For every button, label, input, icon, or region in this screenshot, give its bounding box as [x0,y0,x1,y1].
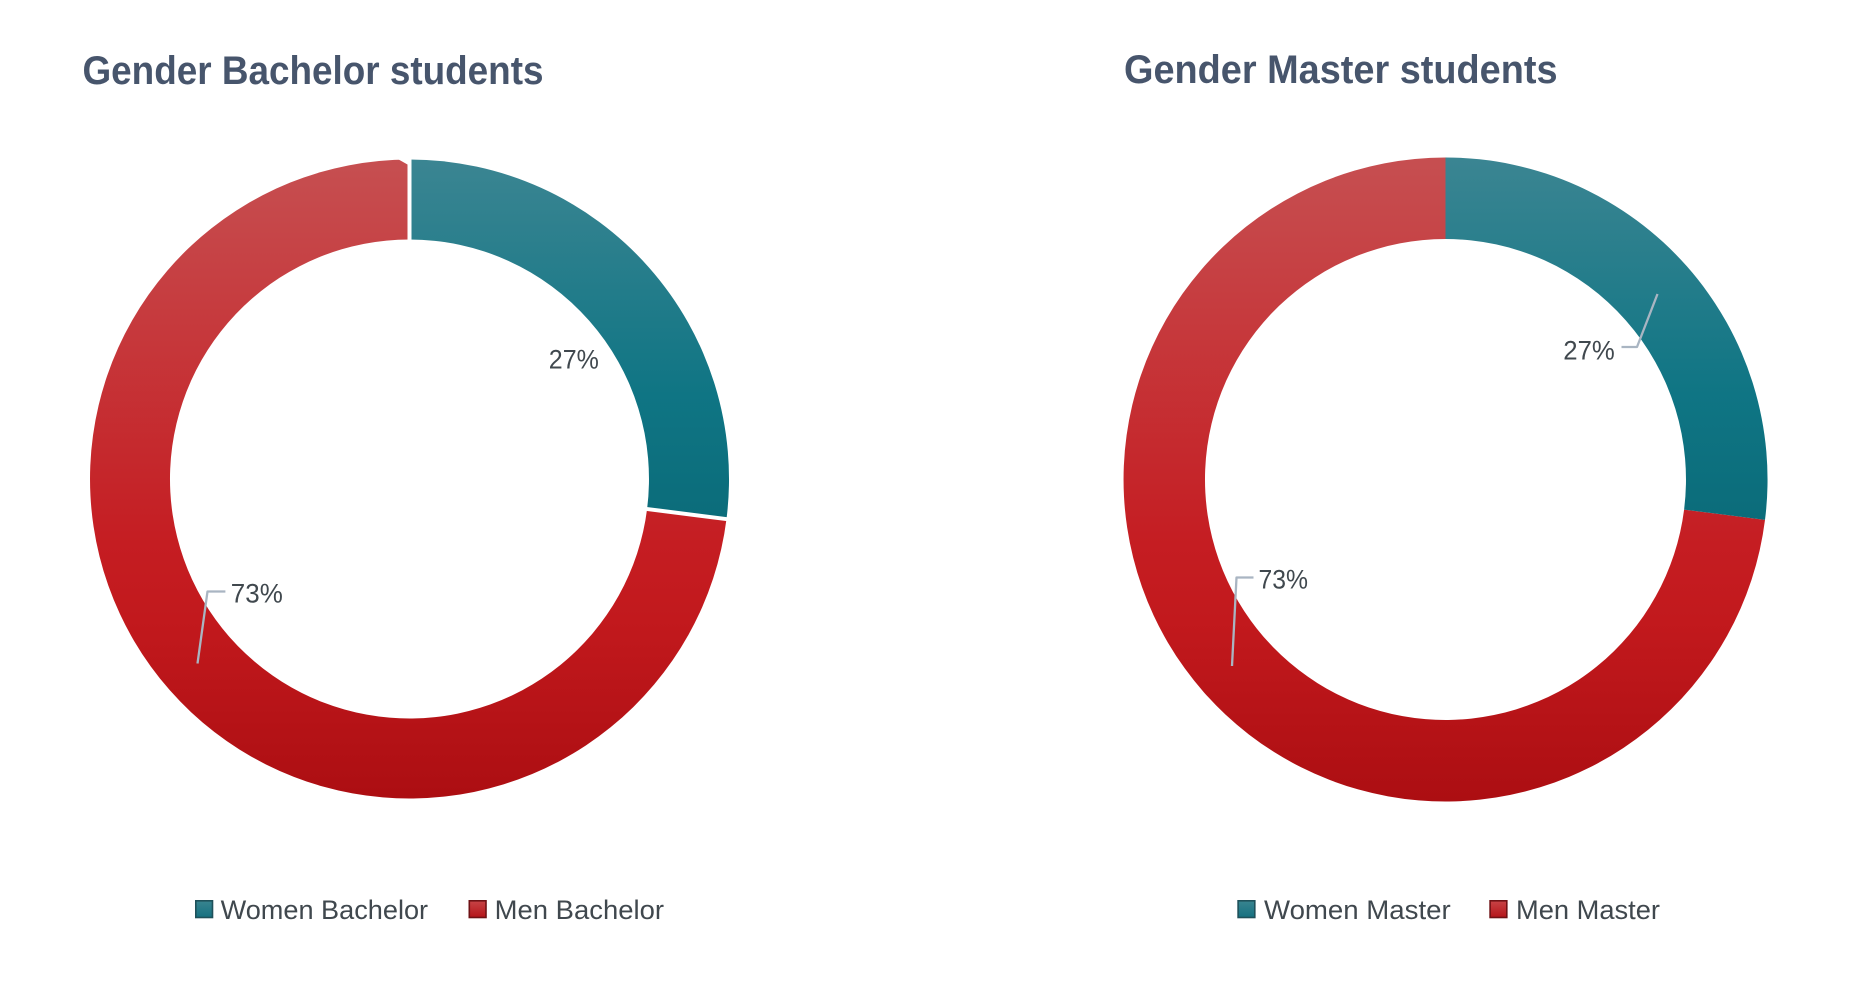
svg-text:Gender Bachelor students: Gender Bachelor students [83,49,544,93]
svg-text:73%: 73% [231,579,283,609]
svg-text:Men Master: Men Master [1516,895,1660,925]
svg-text:73%: 73% [1259,565,1309,595]
svg-text:Gender Master students: Gender Master students [1124,48,1558,92]
svg-text:27%: 27% [1563,336,1615,366]
svg-text:Women Bachelor: Women Bachelor [221,895,429,925]
svg-text:Men Bachelor: Men Bachelor [495,895,664,925]
svg-text:27%: 27% [549,345,599,375]
svg-text:Women Master: Women Master [1264,895,1451,925]
